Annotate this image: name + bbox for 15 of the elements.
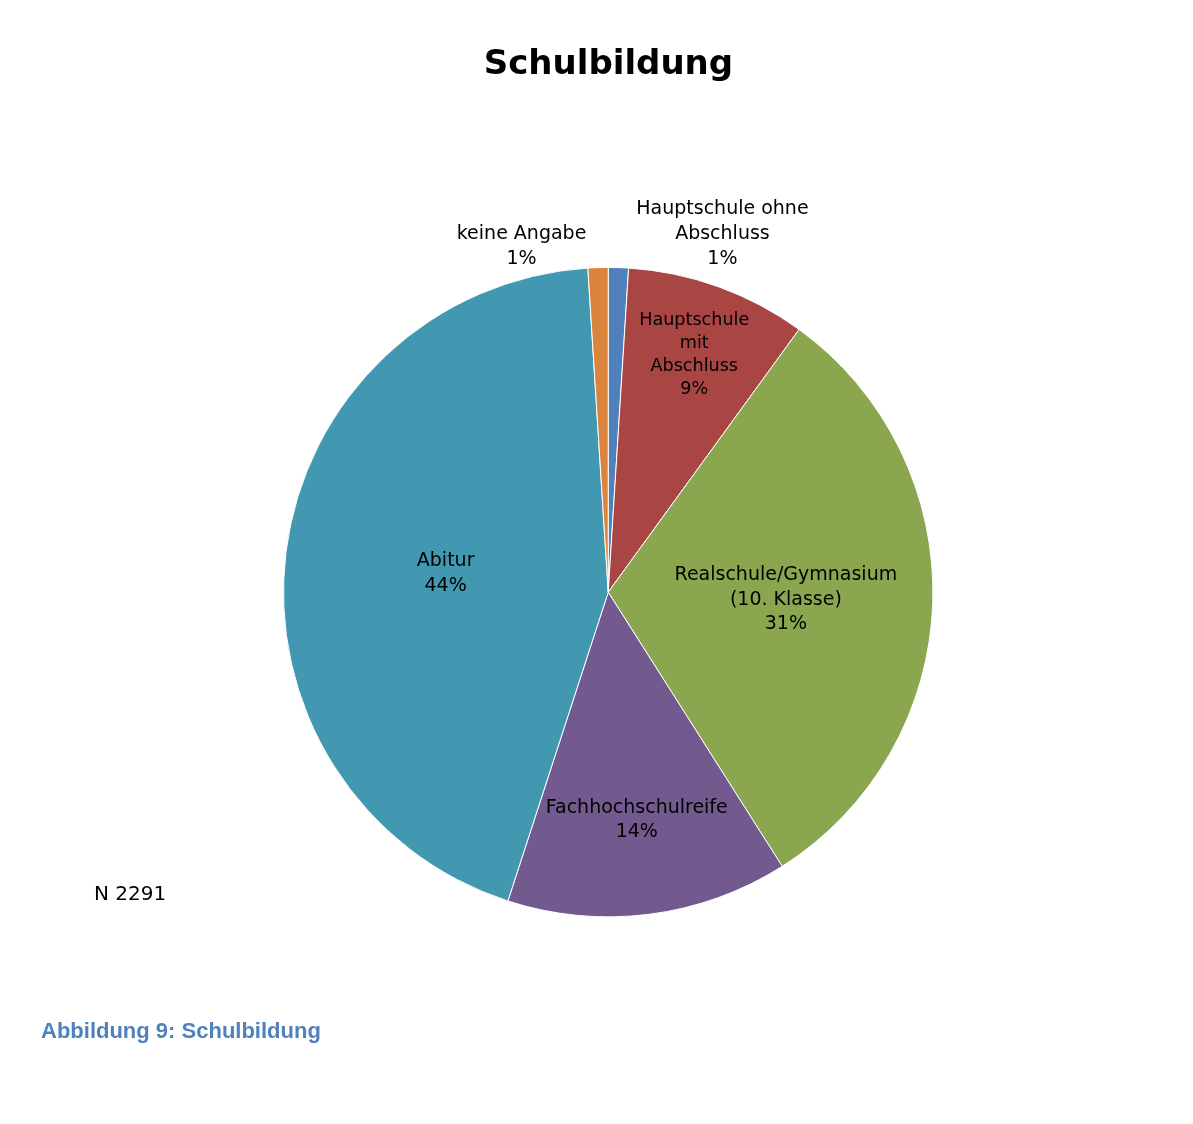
chart-title: Schulbildung (483, 42, 734, 83)
slice-label: Hauptschule mit Abschluss (639, 309, 750, 376)
data-label: 44% (424, 572, 467, 595)
slice-label: Abitur (416, 548, 475, 571)
slice-label: Fachhochschulreife (545, 794, 728, 817)
data-label: 1% (506, 245, 537, 268)
slice-label: Hauptschule ohne Abschluss (636, 196, 809, 243)
data-label: 31% (764, 611, 807, 634)
text: Abbildung 9: Schulbildung (41, 1018, 321, 1043)
data-label: 14% (615, 819, 658, 842)
slice-label: keine Angabe (456, 220, 587, 243)
data-label: 1% (707, 245, 738, 268)
slice-label: Realschule/Gymnasium (10. Klasse) (674, 562, 898, 609)
text: N 2291 (94, 881, 167, 905)
data-label: 9% (680, 378, 709, 399)
